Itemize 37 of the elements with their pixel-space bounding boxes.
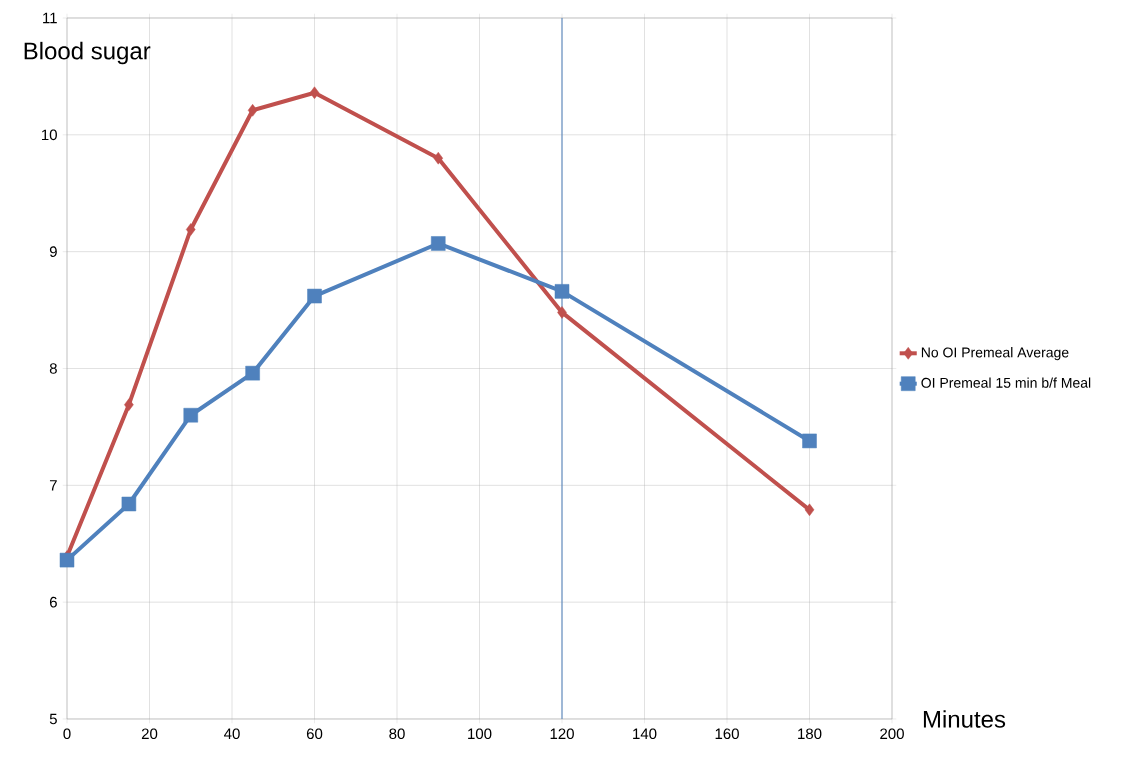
legend-label: OI Premeal 15 min b/f Meal <box>921 377 1091 388</box>
y-tick-label: 11 <box>43 12 57 24</box>
x-tick-label: 20 <box>141 728 158 740</box>
point <box>183 407 199 423</box>
point <box>557 306 567 319</box>
point <box>59 552 75 568</box>
x-tick-label: 140 <box>633 728 657 740</box>
legend-label: No OI Premeal Average <box>921 347 1069 361</box>
point <box>307 288 322 304</box>
y-tick-label: 9 <box>49 246 57 257</box>
y-tick-label: 6 <box>49 596 57 608</box>
point <box>247 104 258 117</box>
x-tick-label: 40 <box>224 728 240 740</box>
point <box>121 496 137 512</box>
point <box>554 284 570 299</box>
y-tick-label: 10 <box>42 129 57 141</box>
y-tick-label: 7 <box>49 480 57 491</box>
y-tick-label: 8 <box>49 363 57 374</box>
x-tick-label: 200 <box>880 728 904 740</box>
point <box>802 433 817 449</box>
point <box>804 503 815 517</box>
point <box>309 86 320 100</box>
x-tick-label: 120 <box>550 728 574 740</box>
x-tick-label: 160 <box>715 728 739 740</box>
x-tick-label: 0 <box>63 728 71 740</box>
y-tick-label: 5 <box>49 713 57 725</box>
point <box>431 236 446 251</box>
x-tick-label: 60 <box>306 728 323 740</box>
x-tick-label: 80 <box>389 728 405 740</box>
point <box>245 365 260 381</box>
x-tick-label: 100 <box>468 728 492 740</box>
point <box>433 151 444 165</box>
y-axis-title: Blood sugar <box>24 41 151 65</box>
x-tick-label: 180 <box>798 728 822 740</box>
x-axis-title: Minutes <box>923 710 1006 728</box>
point <box>124 398 134 411</box>
point <box>186 223 196 236</box>
